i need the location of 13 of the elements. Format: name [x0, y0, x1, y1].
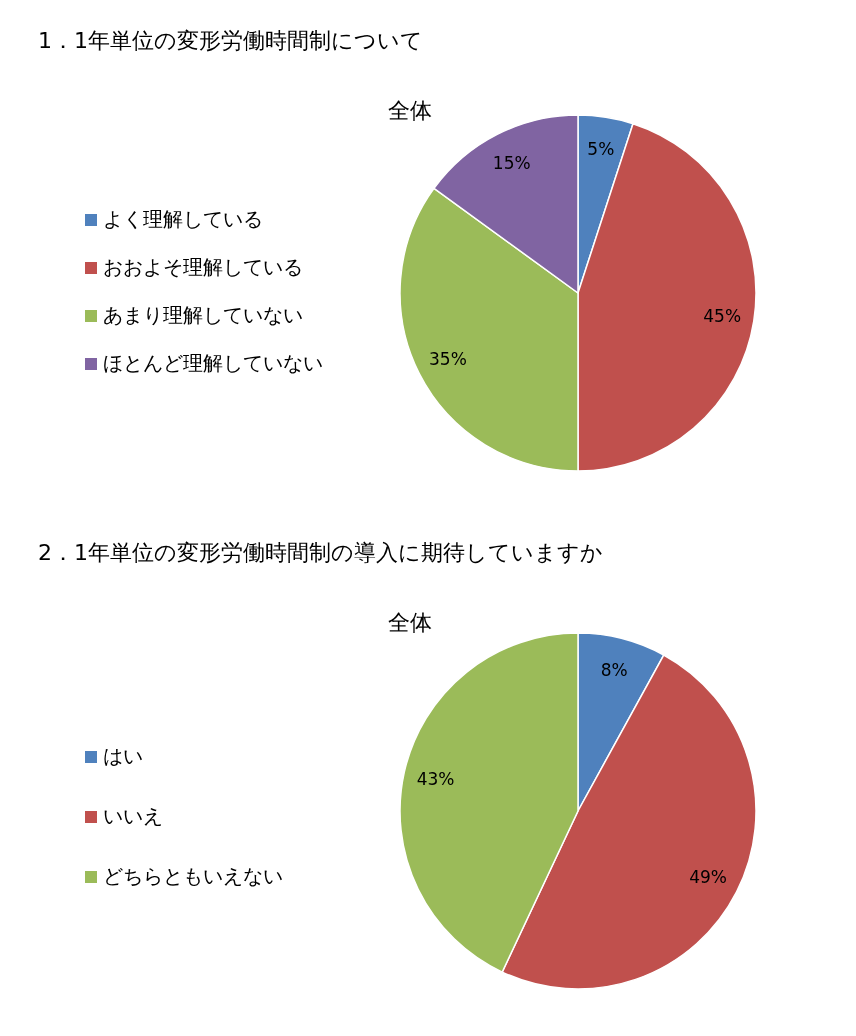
data-label: 45%: [703, 305, 742, 326]
data-label: 35%: [429, 349, 467, 370]
chart-title: 1．1年単位の変形労働時間制について: [38, 28, 423, 53]
data-label: 15%: [492, 152, 531, 173]
chart-subtitle: 全体: [388, 610, 432, 635]
chart-subtitle: 全体: [388, 98, 432, 123]
data-label: 49%: [689, 867, 727, 888]
data-label: 43%: [416, 769, 455, 790]
chart-title: 2．1年単位の変形労働時間制の導入に期待していますか: [38, 540, 603, 565]
data-label: 8%: [600, 659, 628, 680]
legend-label: いいえ: [103, 804, 163, 828]
legend-label: はい: [103, 744, 143, 768]
data-label: 5%: [587, 138, 615, 159]
